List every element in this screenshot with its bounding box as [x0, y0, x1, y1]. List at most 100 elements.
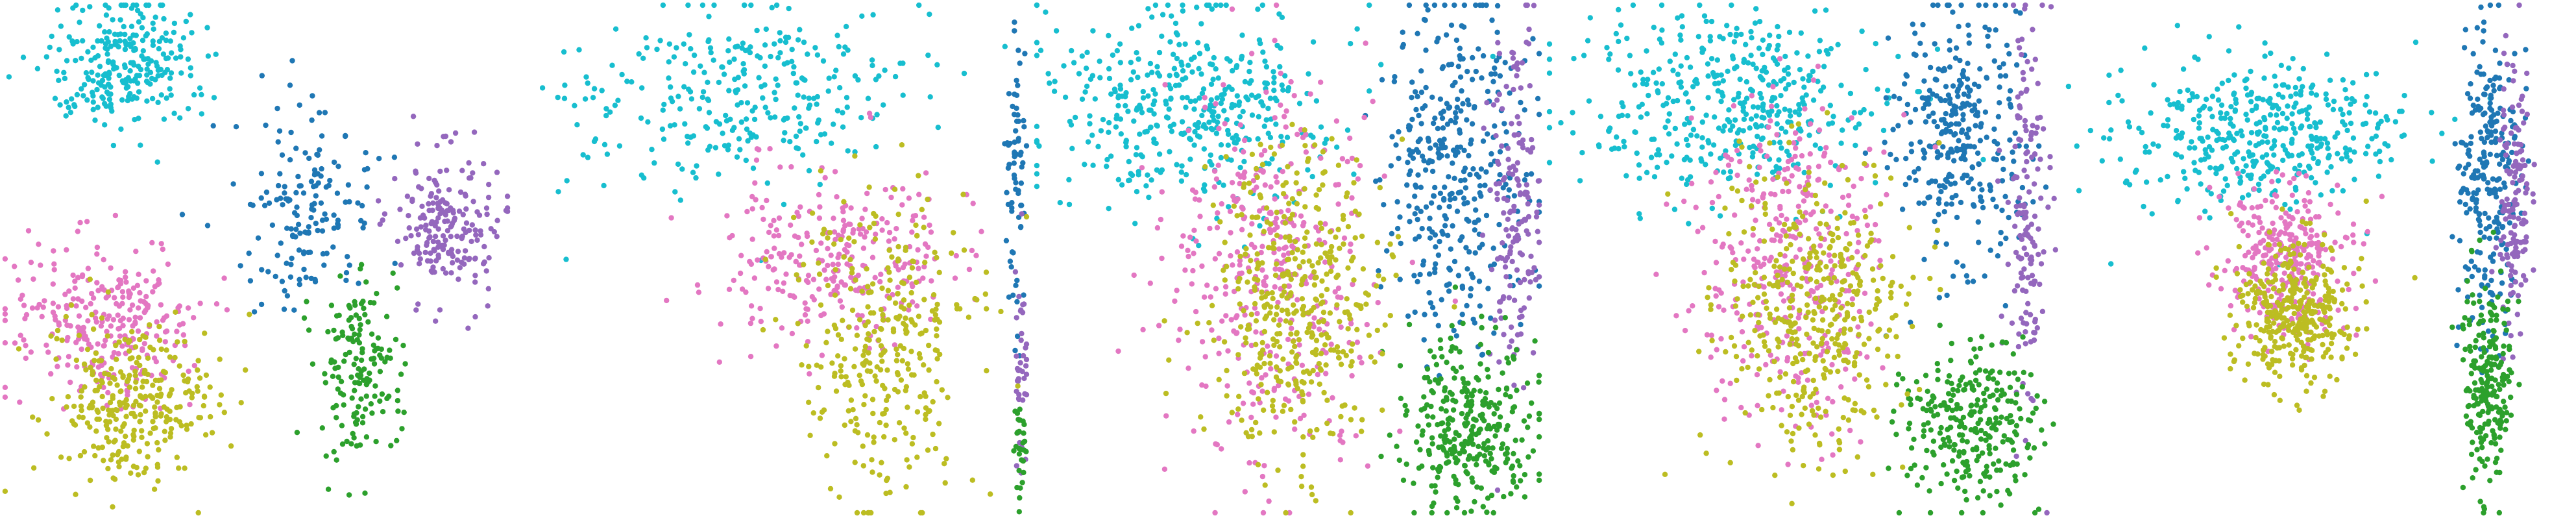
scatter-point-cyan	[768, 115, 773, 121]
scatter-point-olive	[879, 285, 885, 291]
scatter-point-pink	[1193, 238, 1199, 244]
scatter-point-cyan	[118, 126, 124, 132]
scatter-point-pink	[70, 296, 77, 302]
scatter-point-pink	[165, 261, 171, 267]
scatter-point-blue	[308, 215, 314, 221]
scatter-point-green	[1453, 480, 1459, 487]
scatter-point-blue	[321, 262, 327, 268]
scatter-point-olive	[1300, 369, 1307, 375]
scatter-point-purple	[432, 234, 439, 240]
scatter-point-green	[1522, 472, 1528, 478]
scatter-point-olive	[1195, 320, 1200, 327]
scatter-point-olive	[1257, 364, 1263, 370]
scatter-point-purple	[1501, 175, 1507, 181]
scatter-point-cyan	[1258, 99, 1265, 105]
scatter-point-olive	[864, 432, 871, 438]
scatter-point-pink	[1262, 182, 1269, 188]
scatter-point-pink	[101, 343, 107, 349]
scatter-point-olive	[176, 465, 182, 471]
scatter-point-cyan	[723, 112, 729, 119]
scatter-point-cyan	[661, 136, 667, 142]
scatter-point-olive	[832, 325, 839, 332]
scatter-point-cyan	[147, 81, 153, 87]
scatter-point-cyan	[1577, 178, 1583, 184]
scatter-point-olive	[1287, 238, 1293, 243]
scatter-point-olive	[795, 321, 801, 327]
scatter-point-olive	[1337, 319, 1343, 325]
scatter-point-blue	[345, 182, 352, 188]
scatter-point-cyan	[603, 106, 609, 112]
scatter-point-cyan	[56, 47, 62, 53]
scatter-point-green	[1019, 480, 1025, 486]
scatter-point-olive	[974, 297, 980, 302]
scatter-point-pink	[969, 247, 975, 254]
scatter-point-blue	[301, 249, 307, 255]
scatter-point-cyan	[651, 160, 657, 166]
scatter-point-cyan	[1682, 121, 1688, 127]
scatter-point-blue	[293, 145, 299, 151]
scatter-point-olive	[1302, 127, 1307, 133]
scatter-point-cyan	[1859, 28, 1865, 34]
scatter-point-green	[339, 329, 345, 335]
scatter-point-olive	[1348, 363, 1354, 369]
scatter-point-cyan	[1047, 80, 1052, 86]
scatter-point-cyan	[1137, 103, 1143, 108]
scatter-point-purple	[1536, 240, 1542, 245]
scatter-point-cyan	[1152, 91, 1158, 97]
scatter-point-cyan	[777, 50, 783, 56]
scatter-point-purple	[457, 189, 464, 195]
scatter-point-cyan	[1197, 134, 1203, 140]
scatter-point-cyan	[85, 49, 91, 55]
scatter-point-olive	[1359, 233, 1365, 240]
scatter-point-purple	[415, 141, 420, 147]
scatter-point-green	[1403, 461, 1409, 467]
scatter-point-blue	[342, 133, 348, 140]
scatter-point-cyan	[1616, 6, 1622, 13]
scatter-point-purple	[1494, 487, 1501, 493]
scatter-point-cyan	[1034, 53, 1040, 58]
scatter-point-pink	[777, 164, 783, 170]
scatter-point-cyan	[156, 45, 162, 52]
scatter-point-cyan	[1108, 153, 1114, 159]
scatter-point-green	[1438, 433, 1444, 439]
scatter-point-olive	[1270, 397, 1276, 404]
scatter-point-pink	[1229, 180, 1235, 186]
scatter-point-olive	[969, 477, 976, 483]
scatter-point-cyan	[564, 178, 570, 184]
scatter-point-blue	[2002, 2, 2008, 8]
scatter-point-cyan	[1222, 86, 1228, 93]
scatter-point-cyan	[698, 63, 703, 69]
scatter-point-olive	[1262, 315, 1268, 321]
scatter-point-pink	[1272, 266, 1278, 272]
scatter-point-olive	[883, 490, 889, 497]
scatter-point-cyan	[1546, 108, 1553, 115]
scatter-point-cyan	[167, 38, 173, 44]
scatter-point-olive	[801, 262, 807, 267]
scatter-point-cyan	[858, 115, 864, 121]
scatter-point-pink	[731, 277, 737, 284]
scatter-point-cyan	[102, 122, 108, 128]
scatter-point-purple	[1502, 264, 1509, 270]
scatter-point-pink	[716, 359, 723, 365]
scatter-point-pink	[143, 293, 149, 300]
scatter-point-cyan	[1679, 175, 1684, 181]
scatter-point-pink	[176, 303, 182, 309]
scatter-point-cyan	[1791, 79, 1797, 86]
scatter-point-pink	[1381, 173, 1387, 179]
scatter-point-green	[1429, 435, 1435, 441]
scatter-point-green	[1464, 389, 1470, 395]
scatter-point-cyan	[738, 119, 745, 125]
scatter-point-olive	[930, 431, 936, 438]
scatter-point-purple	[1529, 145, 1536, 151]
scatter-point-cyan	[775, 55, 781, 61]
scatter-point-blue	[1455, 273, 1462, 278]
scatter-point-cyan	[1119, 93, 1125, 99]
scatter-point-cyan	[645, 119, 651, 125]
scatter-point-pink	[1333, 118, 1340, 124]
scatter-point-purple	[380, 217, 385, 223]
scatter-point-cyan	[108, 43, 114, 49]
scatter-point-pink	[855, 312, 861, 318]
scatter-point-cyan	[1632, 82, 1638, 88]
scatter-point-blue	[282, 190, 287, 196]
scatter-point-olive	[913, 279, 919, 286]
